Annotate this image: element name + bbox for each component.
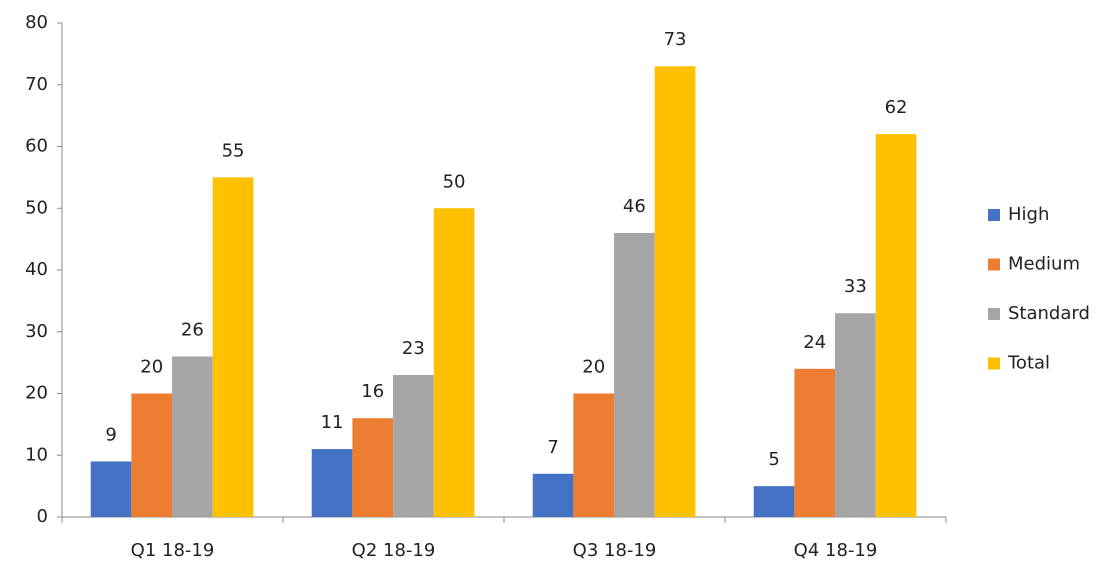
bar	[172, 356, 213, 517]
data-label: 5	[768, 449, 779, 470]
bar	[794, 368, 836, 517]
bar	[352, 418, 394, 517]
y-tick-label: 10	[25, 444, 48, 465]
x-tick-label: Q2 18-19	[352, 540, 436, 561]
bar	[835, 313, 876, 517]
x-tick-label: Q3 18-19	[573, 540, 657, 561]
bar	[753, 486, 795, 517]
y-tick-label: 70	[25, 74, 48, 95]
y-tick-label: 60	[25, 136, 48, 157]
bar	[875, 134, 917, 517]
data-label: 55	[222, 140, 245, 161]
legend-swatch	[988, 209, 1000, 221]
data-label: 9	[105, 424, 116, 445]
x-tick-label: Q4 18-19	[794, 540, 878, 561]
data-label: 62	[885, 97, 908, 118]
data-label: 7	[547, 437, 558, 458]
legend-label: Standard	[1008, 303, 1090, 324]
bar	[131, 393, 173, 517]
legend-swatch	[988, 357, 1000, 370]
y-tick-label: 30	[25, 321, 48, 342]
legend-swatch	[988, 258, 1000, 271]
bar	[433, 208, 475, 517]
bar	[614, 232, 655, 517]
data-label: 24	[803, 332, 826, 353]
bar	[90, 461, 132, 517]
bar	[532, 473, 574, 517]
y-tick-label: 40	[25, 259, 48, 280]
x-tick-label: Q1 18-19	[131, 540, 215, 561]
legend-swatch	[988, 308, 1000, 320]
data-label: 50	[443, 171, 466, 192]
bar	[654, 66, 696, 517]
legend-label: Total	[1007, 353, 1050, 374]
bar	[212, 177, 254, 517]
bar	[311, 449, 353, 517]
bar	[573, 393, 615, 517]
y-tick-label: 0	[37, 506, 48, 527]
bar	[393, 374, 434, 517]
data-label: 11	[321, 412, 344, 433]
data-label: 46	[623, 196, 646, 217]
data-label: 26	[181, 319, 204, 340]
data-label: 23	[402, 338, 425, 359]
data-label: 20	[140, 357, 163, 378]
y-tick-label: 80	[25, 12, 48, 33]
y-tick-label: 50	[25, 197, 48, 218]
data-label: 33	[844, 276, 867, 297]
data-label: 20	[582, 357, 605, 378]
y-tick-label: 20	[25, 383, 48, 404]
legend-label: Medium	[1008, 254, 1080, 275]
data-label: 73	[664, 29, 687, 50]
data-label: 16	[361, 381, 384, 402]
legend-label: High	[1008, 204, 1049, 225]
